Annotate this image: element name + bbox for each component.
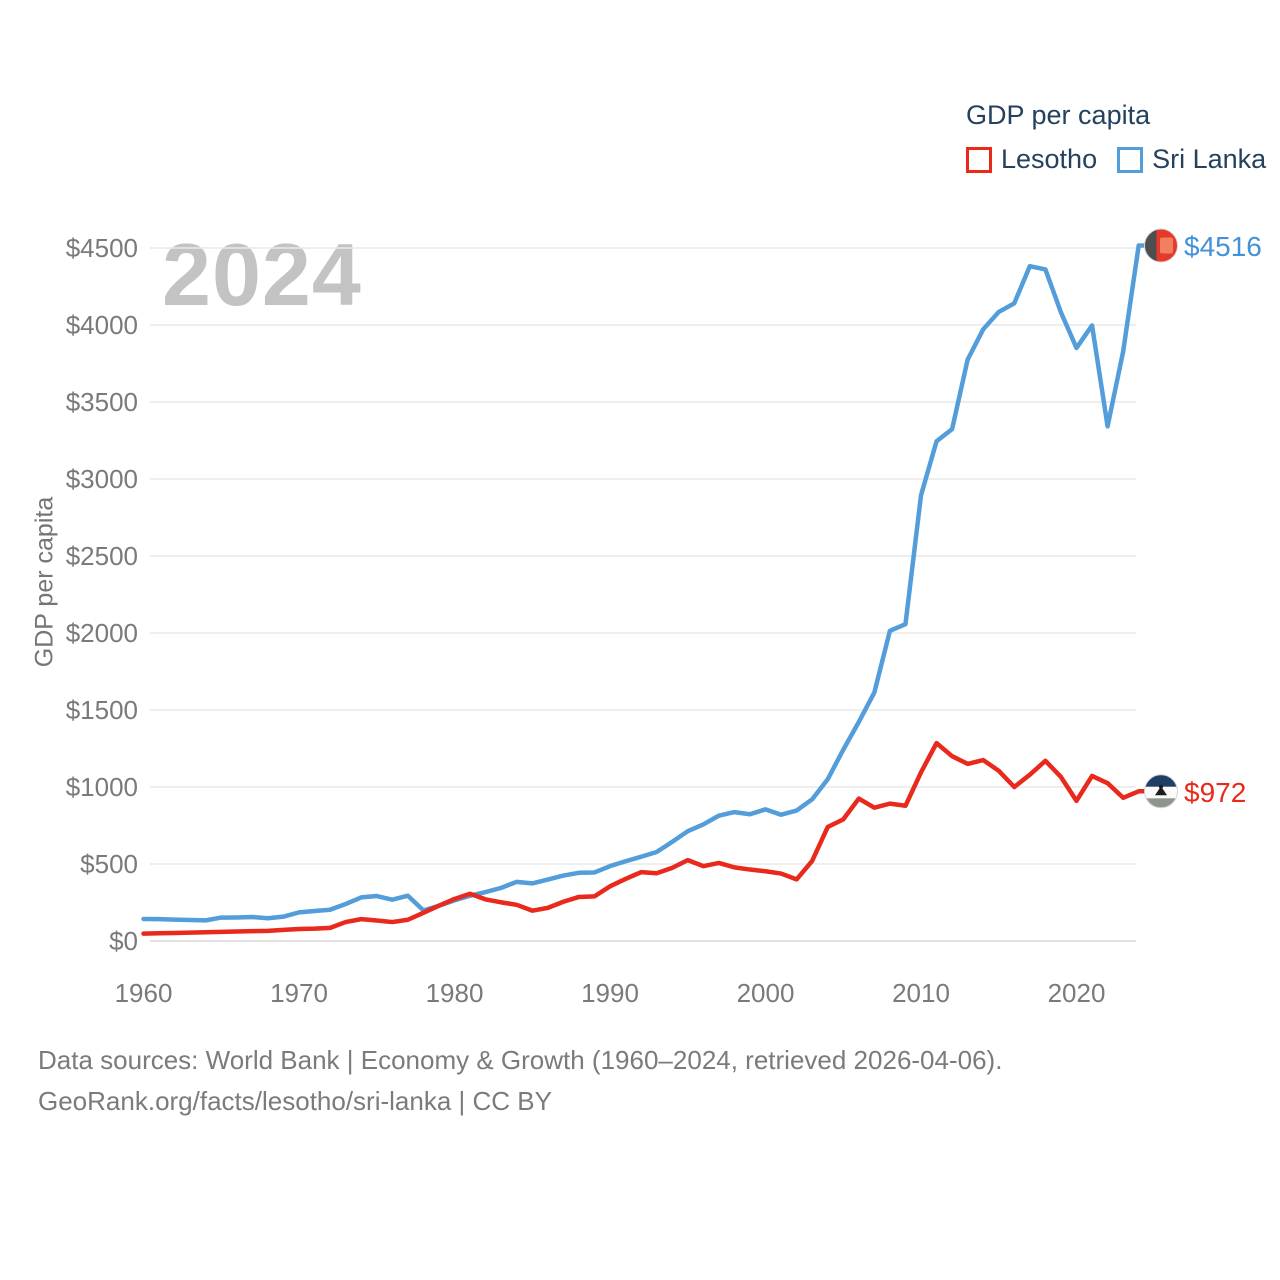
x-tick-label: 2010 <box>892 978 950 1008</box>
y-tick-label: $2500 <box>66 541 138 571</box>
x-tick-label: 2020 <box>1048 978 1106 1008</box>
y-tick-label: $500 <box>80 849 138 879</box>
x-tick-label: 1980 <box>426 978 484 1008</box>
y-tick-label: $2000 <box>66 618 138 648</box>
lesotho-swatch-icon <box>966 146 992 173</box>
y-tick-label: $0 <box>109 926 138 956</box>
sri-lanka-value-label: $4516 <box>1184 231 1262 262</box>
sri-lanka-line <box>141 243 1150 923</box>
x-tick-label: 1960 <box>115 978 173 1008</box>
data-sources-text: Data sources: World Bank | Economy & Gro… <box>38 1045 1003 1075</box>
legend-title: GDP per capita <box>966 100 1151 130</box>
x-tick-label: 1970 <box>270 978 328 1008</box>
x-tick-label: 2000 <box>737 978 795 1008</box>
legend-item-sri-lanka[interactable]: Sri Lanka <box>1117 144 1266 175</box>
y-tick-label: $3000 <box>66 464 138 494</box>
x-tick-label: 1990 <box>581 978 639 1008</box>
legend-item-label: Lesotho <box>1001 144 1098 174</box>
legend: GDP per capita Lesotho Sri Lanka <box>966 100 1266 175</box>
y-tick-label: $4500 <box>66 233 138 263</box>
lesotho-flag-border <box>1144 774 1178 809</box>
footer: Data sources: World Bank | Economy & Gro… <box>38 1040 1002 1122</box>
y-tick-label: $4000 <box>66 310 138 340</box>
sri-lanka-swatch-icon <box>1117 146 1144 173</box>
sri-lanka-flag-icon <box>1144 229 1178 263</box>
sri-lanka-flag-border <box>1144 228 1178 263</box>
y-tick-label: $1500 <box>66 695 138 725</box>
y-tick-label: $1000 <box>66 772 138 802</box>
watermark-year: 2024 <box>162 225 362 324</box>
legend-item-label: Sri Lanka <box>1152 144 1267 174</box>
legend-item-lesotho[interactable]: Lesotho <box>966 144 1097 175</box>
lesotho-value-label: $972 <box>1184 777 1247 808</box>
legend-items: Lesotho Sri Lanka <box>966 144 1266 175</box>
source-url[interactable]: GeoRank.org/facts/lesotho/sri-lanka | CC… <box>38 1086 552 1116</box>
lesotho-flag-icon <box>1144 774 1178 808</box>
lesotho-line <box>141 740 1150 936</box>
y-tick-label: $3500 <box>66 387 138 417</box>
